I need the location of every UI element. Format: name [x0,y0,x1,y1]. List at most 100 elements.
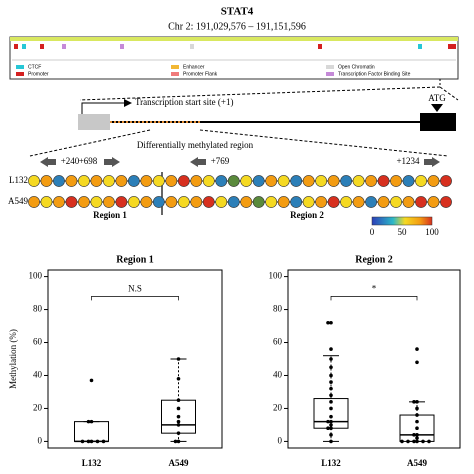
data-point [329,393,333,398]
position-arrow-body [48,159,56,165]
data-point [326,320,330,325]
data-point [326,426,330,431]
position-arrow [40,157,48,167]
atg-label: ATG [428,93,446,103]
data-point [176,439,181,444]
colorbar-tick: 0 [370,227,375,237]
y-tick-label: 100 [269,271,283,281]
legend-label: Open Chromatin [338,64,375,70]
data-point [421,439,425,444]
cpg-site [202,175,215,187]
data-point [95,439,100,444]
cpg-site [427,175,440,187]
zoom-line [29,129,151,157]
cpg-site [177,196,190,208]
data-point [415,439,419,444]
data-point [176,357,181,361]
tss-label: Transcription start site (+1) [135,97,233,107]
cpg-site [415,196,427,208]
data-point [86,419,91,424]
track-feature [62,44,66,49]
cpg-site [315,175,328,187]
y-tick-label: 40 [33,370,43,380]
significance-label: * [372,283,377,293]
legend-label: Enhancer [183,64,205,70]
coords: Chr 2: 191,029,576 – 191,151,596 [168,21,306,32]
cpg-site [140,175,153,187]
data-point [80,439,85,444]
cpg-site [240,196,253,208]
chart-title: Region 2 [355,254,393,265]
legend-swatch [16,65,24,69]
cpg-site [115,196,128,208]
cpg-site [127,196,140,208]
track-feature [40,44,44,49]
cpg-site [340,196,353,208]
data-point [329,373,333,378]
cpg-site [28,196,40,208]
legend-label: Transcription Factor Binding Site [338,71,411,77]
cpg-site [440,175,452,187]
track-feature [448,44,452,49]
y-axis-label: Methylation (%) [8,329,18,389]
cpg-site [252,175,265,187]
y-tick-label: 100 [29,271,43,281]
cpg-site [415,175,427,187]
colorbar [371,216,433,226]
data-point [101,439,106,444]
position-arrow-body [424,159,432,165]
legend-swatch [171,65,179,69]
data-point [176,414,181,419]
track-band [10,37,458,41]
data-point [176,406,181,411]
cpg-site [165,196,178,208]
region-label: Region 1 [93,210,127,220]
cpg-site [165,175,178,187]
cpg-site [240,175,253,187]
data-point [326,419,330,424]
cpg-site [152,175,165,187]
data-point [89,378,94,383]
exon-1 [78,114,110,130]
cpg-site [327,196,340,208]
data-point [89,419,94,424]
y-tick-label: 80 [33,304,43,314]
cpg-site [78,175,90,187]
chart-title: Region 1 [116,254,154,265]
data-point [406,439,410,444]
data-point [415,406,419,411]
cpg-site [427,196,440,208]
data-point [329,380,333,384]
cpg-site [265,196,278,208]
cpg-site [177,175,190,187]
data-point [329,365,333,370]
track-feature [418,44,422,49]
cpg-site [90,175,103,187]
cpg-site [65,175,78,187]
position-arrow [432,157,440,167]
track-feature [14,44,18,49]
data-point [329,347,333,351]
legend-swatch [171,72,179,76]
cpg-site [277,175,290,187]
y-tick-label: 20 [273,403,283,413]
legend-label: Promoter Flank [183,71,218,77]
track-feature [452,44,456,49]
cpg-site [352,196,365,208]
data-point [86,439,91,444]
cpg-site [215,175,228,187]
significance-bracket [330,296,418,301]
data-point [412,439,416,444]
y-tick-label: 60 [273,337,283,347]
data-point [415,426,419,431]
cpg-site [78,196,90,208]
cpg-site [103,175,115,187]
zoom-line [79,86,441,101]
data-point [329,439,333,444]
cpg-site [190,175,203,187]
cpg-site [402,196,415,208]
position-arrow [112,157,120,167]
x-tick-label: L132 [82,458,102,468]
cpg-site [115,175,128,187]
data-point [415,360,419,365]
